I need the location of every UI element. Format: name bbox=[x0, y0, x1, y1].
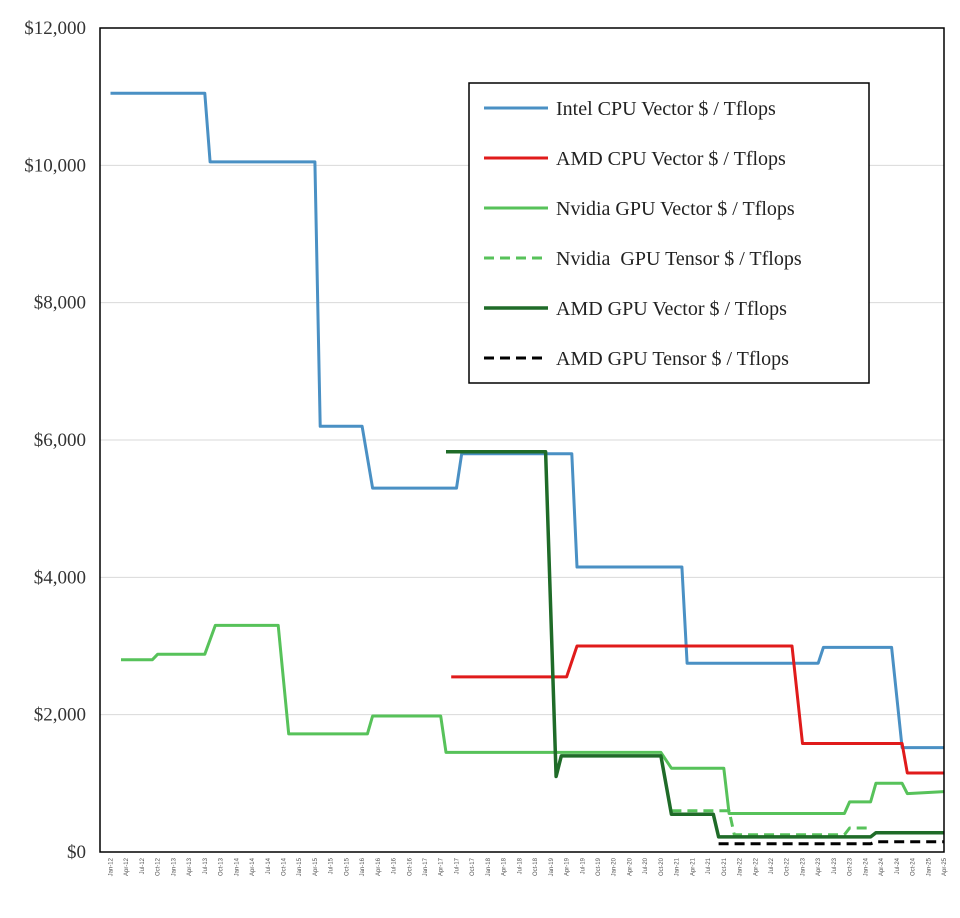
y-tick-label: $0 bbox=[67, 842, 86, 863]
x-tick-label: Apr-20 bbox=[627, 857, 633, 876]
legend: Intel CPU Vector $ / Tflops AMD CPU Vecto… bbox=[468, 82, 870, 384]
x-tick-label: Jan-13 bbox=[171, 857, 177, 876]
x-tick-label: Jul-17 bbox=[454, 857, 460, 874]
y-tick-label: $10,000 bbox=[24, 155, 86, 176]
legend-box bbox=[468, 82, 870, 384]
x-tick-label: Apr-24 bbox=[879, 857, 885, 876]
x-tick-label: Jul-14 bbox=[266, 857, 272, 874]
x-tick-label: Jan-23 bbox=[800, 857, 806, 876]
y-tick-label: $8,000 bbox=[34, 293, 86, 314]
x-tick-label: Jan-12 bbox=[108, 857, 114, 876]
x-tick-label: Apr-12 bbox=[124, 857, 130, 876]
x-tick-label: Oct-19 bbox=[596, 857, 602, 876]
x-tick-label: Jul-21 bbox=[706, 857, 712, 874]
x-tick-label: Jul-18 bbox=[517, 857, 523, 874]
y-tick-label: $4,000 bbox=[34, 567, 86, 588]
x-tick-label: Jul-15 bbox=[329, 857, 335, 874]
x-tick-label: Jan-20 bbox=[612, 857, 618, 876]
series-line bbox=[671, 809, 871, 837]
x-tick-label: Apr-17 bbox=[439, 857, 445, 876]
series-line bbox=[446, 449, 944, 839]
legend-label: AMD GPU Tensor $ / Tflops bbox=[556, 348, 789, 370]
x-tick-label: Apr-21 bbox=[690, 857, 696, 876]
x-tick-label: Apr-19 bbox=[565, 857, 571, 876]
x-tick-label: Jul-13 bbox=[203, 857, 209, 874]
x-tick-label: Jan-21 bbox=[675, 857, 681, 876]
x-tick-label: Oct-14 bbox=[281, 857, 287, 876]
series-lines bbox=[110, 91, 945, 846]
x-tick-label: Oct-23 bbox=[848, 857, 854, 876]
x-tick-label: Jan-24 bbox=[863, 857, 869, 876]
x-tick-label: Apr-25 bbox=[942, 857, 948, 876]
x-tick-label: Oct-21 bbox=[722, 857, 728, 876]
x-tick-label: Apr-18 bbox=[502, 857, 508, 876]
x-axis-ticks: Jan-12 Apr-12 Jul-12 Oct-12 Jan-13 Apr-13 Jul-… bbox=[108, 857, 948, 876]
x-tick-label: Apr-14 bbox=[250, 857, 256, 876]
x-tick-label: Jan-22 bbox=[738, 857, 744, 876]
x-tick-label: Jul-16 bbox=[392, 857, 398, 874]
x-tick-label: Oct-22 bbox=[785, 857, 791, 876]
x-tick-label: Jan-15 bbox=[297, 857, 303, 876]
x-tick-label: Oct-15 bbox=[344, 857, 350, 876]
x-tick-label: Jul-19 bbox=[580, 857, 586, 874]
x-tick-label: Apr-13 bbox=[187, 857, 193, 876]
x-tick-label: Jan-17 bbox=[423, 857, 429, 876]
x-tick-label: Oct-12 bbox=[156, 857, 162, 876]
x-tick-label: Apr-15 bbox=[313, 857, 319, 876]
x-tick-label: Jul-22 bbox=[769, 857, 775, 874]
x-tick-label: Apr-16 bbox=[376, 857, 382, 876]
series-line bbox=[451, 644, 944, 775]
x-tick-label: Jan-14 bbox=[234, 857, 240, 876]
series-line bbox=[121, 623, 945, 815]
y-tick-label: $12,000 bbox=[24, 18, 86, 39]
legend-label: AMD GPU Vector $ / Tflops bbox=[556, 298, 787, 320]
legend-label: Nvidia GPU Tensor $ / Tflops bbox=[556, 248, 802, 270]
x-tick-label: Jan-18 bbox=[486, 857, 492, 876]
x-tick-label: Jul-12 bbox=[140, 857, 146, 874]
x-tick-label: Oct-16 bbox=[407, 857, 413, 876]
x-tick-label: Apr-22 bbox=[753, 857, 759, 876]
x-tick-label: Jan-19 bbox=[549, 857, 555, 876]
x-tick-label: Jul-24 bbox=[895, 857, 901, 874]
x-tick-label: Oct-13 bbox=[219, 857, 225, 876]
x-tick-label: Oct-17 bbox=[470, 857, 476, 876]
x-tick-label: Jul-20 bbox=[643, 857, 649, 874]
x-tick-label: Oct-18 bbox=[533, 857, 539, 876]
x-tick-label: Jan-16 bbox=[360, 857, 366, 876]
x-tick-label: Oct-24 bbox=[911, 857, 917, 876]
y-axis-ticks: $0 $2,000 $4,000 $6,000 $8,000 $10,000 $12,000 bbox=[24, 18, 86, 863]
x-tick-label: Jul-23 bbox=[832, 857, 838, 874]
legend-label: AMD CPU Vector $ / Tflops bbox=[556, 148, 786, 170]
y-tick-label: $6,000 bbox=[34, 430, 86, 451]
y-tick-label: $2,000 bbox=[34, 705, 86, 726]
series-line bbox=[110, 91, 944, 750]
plot-frame bbox=[99, 27, 945, 853]
x-tick-label: Apr-23 bbox=[816, 857, 822, 876]
legend-label: Nvidia GPU Vector $ / Tflops bbox=[556, 198, 795, 220]
x-tick-label: Jan-25 bbox=[926, 857, 932, 876]
x-tick-label: Oct-20 bbox=[659, 857, 665, 876]
legend-label: Intel CPU Vector $ / Tflops bbox=[556, 98, 776, 120]
